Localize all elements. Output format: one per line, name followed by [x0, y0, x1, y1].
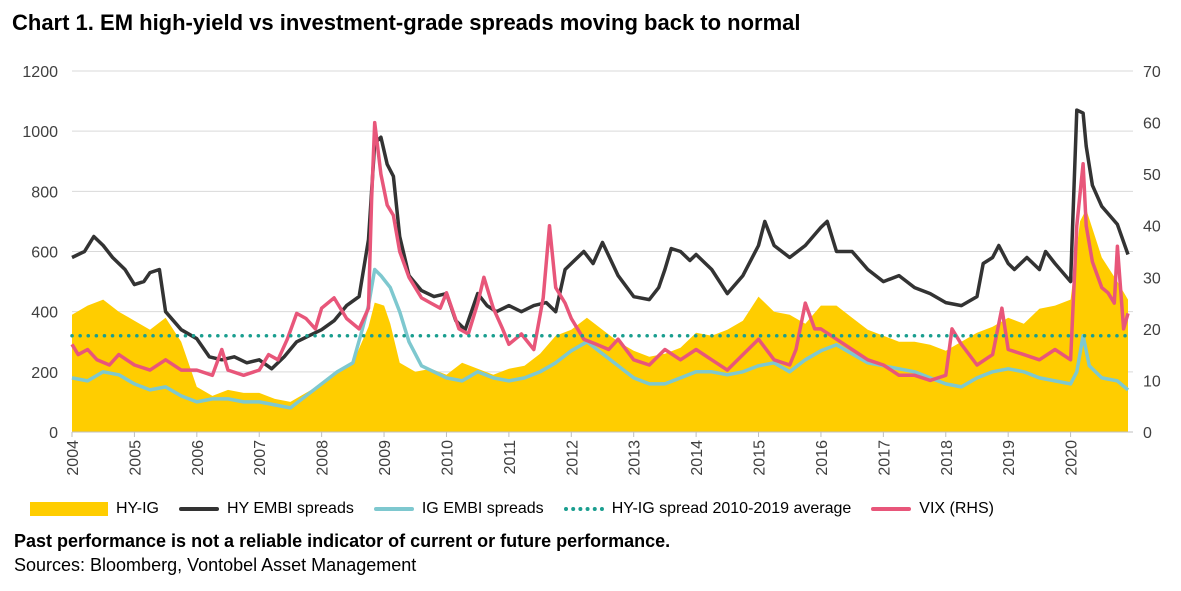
chart-legend: HY-IG HY EMBI spreads IG EMBI spreads HY…	[30, 497, 1014, 521]
chart-title: Chart 1. EM high-yield vs investment-gra…	[12, 10, 801, 35]
legend-label-ig-embi: IG EMBI spreads	[421, 500, 544, 517]
chart-plot: 0 200 400 600 800 1000 1200 0 10 20 30 40 50 60 70 2004…	[22, 64, 1160, 476]
hy-ig-area-layer	[72, 209, 1128, 432]
source-note: Sources: Bloomberg, Vontobel Asset Manag…	[14, 555, 417, 575]
disclaimer-note: Past performance is not a reliable indic…	[14, 531, 671, 551]
x-tick-label: 2007	[252, 440, 269, 476]
x-tick-label: 2017	[876, 440, 893, 476]
x-tick-label: 2009	[377, 440, 394, 476]
x-tick-label: 2006	[190, 440, 207, 476]
legend-item-hy-embi: HY EMBI spreads	[178, 500, 354, 518]
y-tick-label-left: 400	[31, 305, 58, 322]
legend-swatch-hy-ig	[30, 502, 108, 516]
axes: 0 200 400 600 800 1000 1200 0 10 20 30 40 50 60 70 2004…	[22, 64, 1160, 476]
y-tick-label-left: 600	[31, 245, 58, 262]
legend-item-average: HY-IG spread 2010-2019 average	[563, 500, 852, 518]
x-tick-label: 2015	[752, 440, 769, 476]
x-tick-label: 2004	[65, 440, 82, 476]
y-tick-label-left: 1200	[22, 64, 58, 81]
x-tick-label: 2011	[502, 440, 519, 475]
series-line-vix	[70, 120, 1130, 383]
x-tick-label: 2010	[439, 440, 456, 476]
y-tick-label-left: 200	[31, 365, 58, 382]
x-tick-label: 2020	[1064, 440, 1081, 476]
legend-swatch-ig-embi	[373, 507, 414, 511]
series-lines	[70, 108, 1130, 410]
x-tick-label: 2012	[564, 440, 581, 476]
legend-item-ig-embi: IG EMBI spreads	[373, 500, 544, 518]
legend-item-vix: VIX (RHS)	[871, 500, 994, 518]
x-tick-label: 2018	[939, 440, 956, 476]
x-tick-label: 2008	[315, 440, 332, 476]
y-tick-label-left: 1000	[22, 124, 58, 141]
series-area-hy-ig	[72, 209, 1128, 432]
y-tick-label-left: 0	[49, 425, 58, 442]
y-tick-label-right: 50	[1143, 167, 1161, 184]
x-tick-label: 2013	[627, 440, 644, 476]
x-tick-label: 2005	[127, 440, 144, 476]
legend-label-average: HY-IG spread 2010-2019 average	[611, 500, 852, 517]
gridlines	[72, 70, 1133, 373]
x-tick-label: 2016	[814, 440, 831, 476]
x-tick-label: 2014	[689, 440, 706, 476]
series-line-hy-embi	[71, 108, 1130, 371]
legend-swatch-vix	[871, 507, 912, 511]
y-tick-label-right: 40	[1143, 219, 1161, 236]
y-tick-label-right: 70	[1143, 64, 1161, 81]
x-tick-label: 2019	[1001, 440, 1018, 476]
legend-item-hy-ig: HY-IG	[30, 500, 159, 518]
y-tick-label-right: 20	[1143, 322, 1161, 339]
legend-label-vix: VIX (RHS)	[919, 500, 994, 517]
y-tick-label-right: 0	[1143, 425, 1152, 442]
y-tick-label-right: 60	[1143, 116, 1161, 133]
legend-label-hy-embi: HY EMBI spreads	[226, 500, 354, 517]
legend-label-hy-ig: HY-IG	[116, 500, 159, 517]
y-tick-label-left: 800	[31, 184, 58, 201]
legend-swatch-hy-embi	[178, 507, 219, 511]
legend-swatch-average	[563, 507, 604, 511]
y-tick-label-right: 30	[1143, 270, 1161, 287]
y-tick-label-right: 10	[1143, 373, 1161, 390]
